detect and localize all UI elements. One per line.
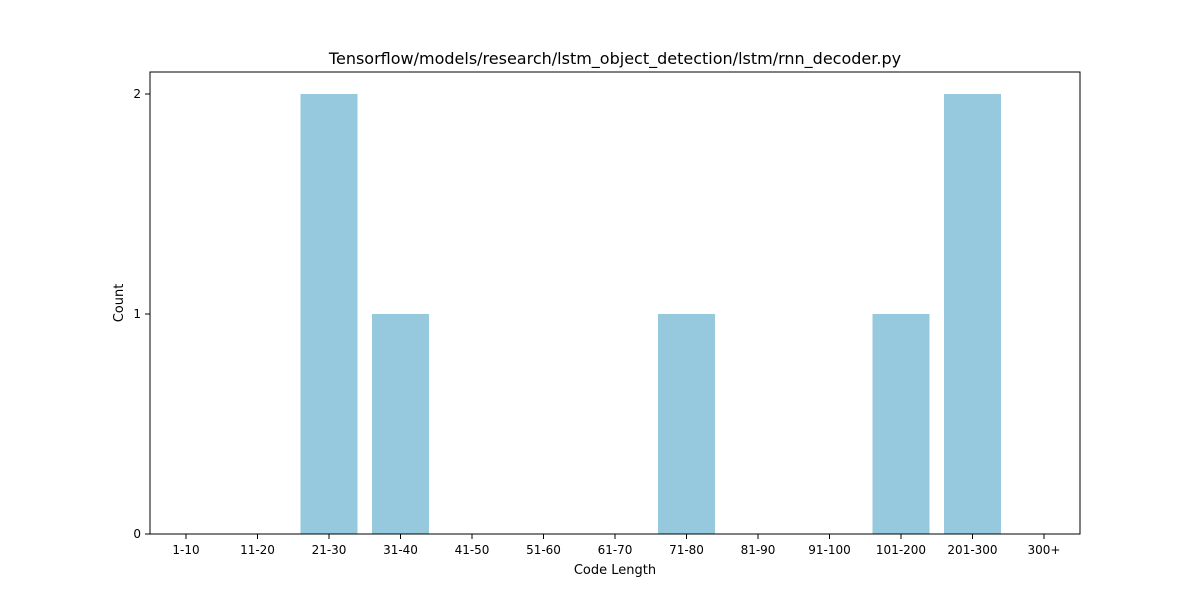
y-tick-label-2: 2 (133, 87, 141, 101)
x-tick-label-1-10: 1-10 (172, 543, 199, 557)
y-axis-label: Count (112, 284, 127, 323)
x-tick-label-11-20: 11-20 (240, 543, 275, 557)
x-tick-label-300: 300+ (1028, 543, 1061, 557)
x-tick-label-31-40: 31-40 (383, 543, 418, 557)
x-tick-label-71-80: 71-80 (669, 543, 704, 557)
chart-title: Tensorflow/models/research/lstm_object_d… (328, 49, 901, 69)
x-tick-label-201-300: 201-300 (947, 543, 997, 557)
x-tick-label-21-30: 21-30 (312, 543, 347, 557)
x-tick-label-41-50: 41-50 (455, 543, 490, 557)
bars-group (300, 94, 1001, 534)
y-tick-label-0: 0 (133, 527, 141, 541)
plot-area-frame (149, 71, 1081, 535)
bar-31-40 (372, 314, 429, 534)
x-tick-label-81-90: 81-90 (741, 543, 776, 557)
bar-71-80 (658, 314, 715, 534)
x-tick-label-61-70: 61-70 (598, 543, 633, 557)
bar-21-30 (300, 94, 358, 534)
x-axis-ticks: 1-10 11-20 21-30 31-40 41-50 51-60 61-70 71-80 8… (172, 534, 1060, 557)
x-tick-label-101-200: 101-200 (876, 543, 926, 557)
bar-101-200 (872, 314, 930, 534)
x-tick-label-91-100: 91-100 (808, 543, 851, 557)
x-tick-label-51-60: 51-60 (526, 543, 561, 557)
bar-201-300 (944, 94, 1001, 534)
y-tick-label-1: 1 (133, 307, 141, 321)
x-axis-label: Code Length (574, 563, 656, 578)
y-axis-ticks: 0 1 2 (133, 87, 150, 541)
